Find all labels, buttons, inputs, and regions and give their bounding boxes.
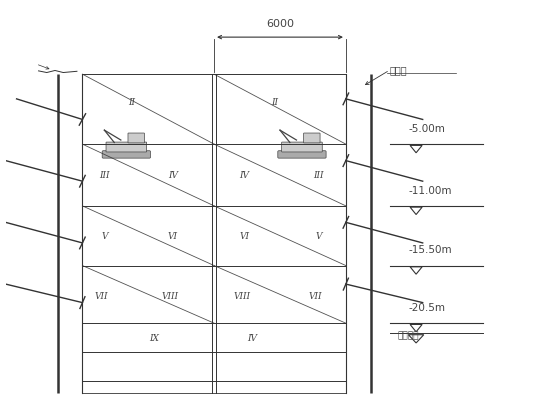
Text: VII: VII [95,292,109,301]
Text: V: V [315,232,321,241]
FancyBboxPatch shape [128,133,144,143]
Text: VIII: VIII [162,292,179,301]
Text: -11.00m: -11.00m [409,186,452,196]
FancyBboxPatch shape [278,151,326,158]
FancyBboxPatch shape [106,142,147,152]
Text: VIII: VIII [233,292,250,301]
Text: IV: IV [168,171,178,179]
Text: IV: IV [248,334,258,343]
FancyBboxPatch shape [304,133,320,143]
FancyBboxPatch shape [282,142,322,152]
Text: VI: VI [168,232,178,241]
FancyBboxPatch shape [102,151,151,158]
Text: -5.00m: -5.00m [409,124,446,134]
Text: III: III [99,171,110,179]
Text: VI: VI [239,232,249,241]
Text: 6000: 6000 [266,19,294,29]
Text: VII: VII [309,292,323,301]
Text: 锁杆机: 锁杆机 [390,65,407,75]
Text: III: III [313,171,324,179]
Text: IV: IV [239,171,249,179]
Text: II: II [128,98,136,108]
Text: II: II [271,98,278,108]
Text: -20.5m: -20.5m [409,303,446,313]
Text: V: V [101,232,108,241]
Text: -15.50m: -15.50m [409,245,452,255]
Text: IX: IX [149,334,158,343]
Text: 基底标高: 基底标高 [398,331,419,340]
